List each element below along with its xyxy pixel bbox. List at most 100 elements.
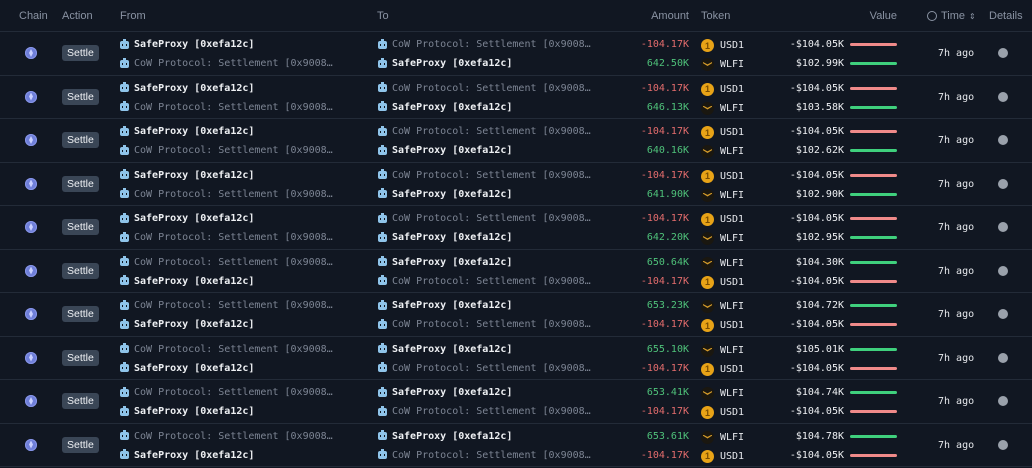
token[interactable]: 1 USD1 [701,169,744,183]
from-address-label[interactable]: SafeProxy [0xefa12c] [134,39,255,50]
to-address-label[interactable]: CoW Protocol: Settlement [0x9008… [392,406,591,417]
token[interactable]: 1 USD1 [701,362,744,376]
from-address[interactable]: SafeProxy [0xefa12c] [120,169,255,181]
to-address-label[interactable]: CoW Protocol: Settlement [0x9008… [392,213,591,224]
from-address-label[interactable]: CoW Protocol: Settlement [0x9008… [134,300,333,311]
token[interactable]: WLFI [701,300,744,313]
to-address[interactable]: SafeProxy [0xefa12c] [378,188,513,200]
token[interactable]: WLFI [701,232,744,245]
to-address-label[interactable]: SafeProxy [0xefa12c] [392,300,513,311]
to-address-label[interactable]: SafeProxy [0xefa12c] [392,188,513,200]
to-address[interactable]: CoW Protocol: Settlement [0x9008… [378,405,591,417]
from-address-label[interactable]: SafeProxy [0xefa12c] [134,319,255,330]
token[interactable]: WLFI [701,58,744,71]
token[interactable]: 1 USD1 [701,126,744,139]
from-address[interactable]: SafeProxy [0xefa12c] [120,38,255,50]
to-address[interactable]: SafeProxy [0xefa12c] [378,231,512,243]
details-info-icon[interactable] [998,439,1008,450]
token[interactable]: WLFI [701,101,744,115]
from-address[interactable]: SafeProxy [0xefa12c] [120,405,255,417]
from-address[interactable]: SafeProxy [0xefa12c] [120,212,255,224]
to-address-label[interactable]: CoW Protocol: Settlement [0x9008… [392,39,591,50]
to-address-label[interactable]: CoW Protocol: Settlement [0x9008… [392,275,591,287]
to-address[interactable]: SafeProxy [0xefa12c] [378,256,513,268]
to-address[interactable]: CoW Protocol: Settlement [0x9008… [378,449,591,461]
to-address-label[interactable]: SafeProxy [0xefa12c] [392,145,513,156]
to-address-label[interactable]: CoW Protocol: Settlement [0x9008… [392,319,591,330]
from-address-label[interactable]: CoW Protocol: Settlement [0x9008… [134,188,333,200]
from-address[interactable]: CoW Protocol: Settlement [0x9008… [120,231,333,243]
to-address[interactable]: SafeProxy [0xefa12c] [378,144,513,156]
from-address[interactable]: CoW Protocol: Settlement [0x9008… [120,256,333,268]
token[interactable]: 1 USD1 [701,406,744,419]
token[interactable]: 1 USD1 [701,82,744,96]
from-address[interactable]: CoW Protocol: Settlement [0x9008… [120,299,333,311]
details-info-icon[interactable] [998,48,1008,58]
to-address-label[interactable]: SafeProxy [0xefa12c] [392,58,513,69]
to-address-label[interactable]: CoW Protocol: Settlement [0x9008… [392,126,591,137]
details-info-icon[interactable] [998,222,1008,232]
from-address-label[interactable]: SafeProxy [0xefa12c] [134,213,255,224]
from-address[interactable]: CoW Protocol: Settlement [0x9008… [120,430,333,442]
token[interactable]: WLFI [701,343,744,357]
from-address[interactable]: SafeProxy [0xefa12c] [120,82,255,94]
from-address-label[interactable]: SafeProxy [0xefa12c] [134,449,255,461]
from-address-label[interactable]: SafeProxy [0xefa12c] [134,126,255,137]
from-address[interactable]: CoW Protocol: Settlement [0x9008… [120,57,333,69]
details-info-icon[interactable] [998,135,1008,145]
to-address-label[interactable]: SafeProxy [0xefa12c] [392,343,513,355]
token[interactable]: WLFI [701,256,744,270]
token[interactable]: WLFI [701,387,744,400]
to-address-label[interactable]: SafeProxy [0xefa12c] [392,256,513,268]
to-address-label[interactable]: CoW Protocol: Settlement [0x9008… [392,449,591,461]
from-address[interactable]: SafeProxy [0xefa12c] [120,125,255,137]
token[interactable]: 1 USD1 [701,39,744,52]
token[interactable]: 1 USD1 [701,213,744,226]
from-address-label[interactable]: SafeProxy [0xefa12c] [134,275,255,287]
to-address[interactable]: SafeProxy [0xefa12c] [378,299,513,311]
from-address-label[interactable]: SafeProxy [0xefa12c] [134,406,255,417]
from-address-label[interactable]: CoW Protocol: Settlement [0x9008… [134,58,333,69]
from-address-label[interactable]: CoW Protocol: Settlement [0x9008… [134,256,333,268]
to-address-label[interactable]: SafeProxy [0xefa12c] [392,430,513,442]
from-address[interactable]: SafeProxy [0xefa12c] [120,362,255,374]
to-address-label[interactable]: SafeProxy [0xefa12c] [392,387,513,398]
details-info-icon[interactable] [998,309,1008,319]
to-address[interactable]: SafeProxy [0xefa12c] [378,386,513,398]
to-address-label[interactable]: CoW Protocol: Settlement [0x9008… [392,362,591,374]
from-address[interactable]: SafeProxy [0xefa12c] [120,318,255,330]
token[interactable]: WLFI [701,430,744,444]
from-address[interactable]: SafeProxy [0xefa12c] [120,449,255,461]
from-address[interactable]: CoW Protocol: Settlement [0x9008… [120,188,333,200]
from-address-label[interactable]: SafeProxy [0xefa12c] [134,362,255,374]
to-address[interactable]: CoW Protocol: Settlement [0x9008… [378,125,591,137]
to-address[interactable]: SafeProxy [0xefa12c] [378,57,513,69]
to-address[interactable]: CoW Protocol: Settlement [0x9008… [378,212,591,224]
from-address[interactable]: SafeProxy [0xefa12c] [120,275,255,287]
to-address-label[interactable]: SafeProxy [0xefa12c] [392,101,513,113]
to-address-label[interactable]: CoW Protocol: Settlement [0x9008… [392,169,591,181]
token[interactable]: WLFI [701,145,744,158]
from-address[interactable]: CoW Protocol: Settlement [0x9008… [120,386,333,398]
to-address[interactable]: CoW Protocol: Settlement [0x9008… [378,38,591,50]
to-address[interactable]: CoW Protocol: Settlement [0x9008… [378,82,591,94]
from-address-label[interactable]: CoW Protocol: Settlement [0x9008… [134,430,333,442]
token[interactable]: 1 USD1 [701,275,744,289]
from-address-label[interactable]: CoW Protocol: Settlement [0x9008… [134,101,333,113]
from-address-label[interactable]: CoW Protocol: Settlement [0x9008… [134,343,333,355]
to-address[interactable]: SafeProxy [0xefa12c] [378,430,513,442]
details-info-icon[interactable] [998,265,1008,276]
details-info-icon[interactable] [998,396,1008,406]
details-info-icon[interactable] [998,91,1008,102]
from-address-label[interactable]: CoW Protocol: Settlement [0x9008… [134,232,333,243]
to-address[interactable]: CoW Protocol: Settlement [0x9008… [378,318,591,330]
to-address[interactable]: SafeProxy [0xefa12c] [378,343,513,355]
to-address-label[interactable]: CoW Protocol: Settlement [0x9008… [392,82,591,94]
details-info-icon[interactable] [998,352,1008,363]
token[interactable]: 1 USD1 [701,449,744,463]
to-address[interactable]: CoW Protocol: Settlement [0x9008… [378,275,591,287]
from-address-label[interactable]: SafeProxy [0xefa12c] [134,169,255,181]
from-address[interactable]: CoW Protocol: Settlement [0x9008… [120,343,333,355]
from-address-label[interactable]: SafeProxy [0xefa12c] [134,82,255,94]
from-address-label[interactable]: CoW Protocol: Settlement [0x9008… [134,387,333,398]
